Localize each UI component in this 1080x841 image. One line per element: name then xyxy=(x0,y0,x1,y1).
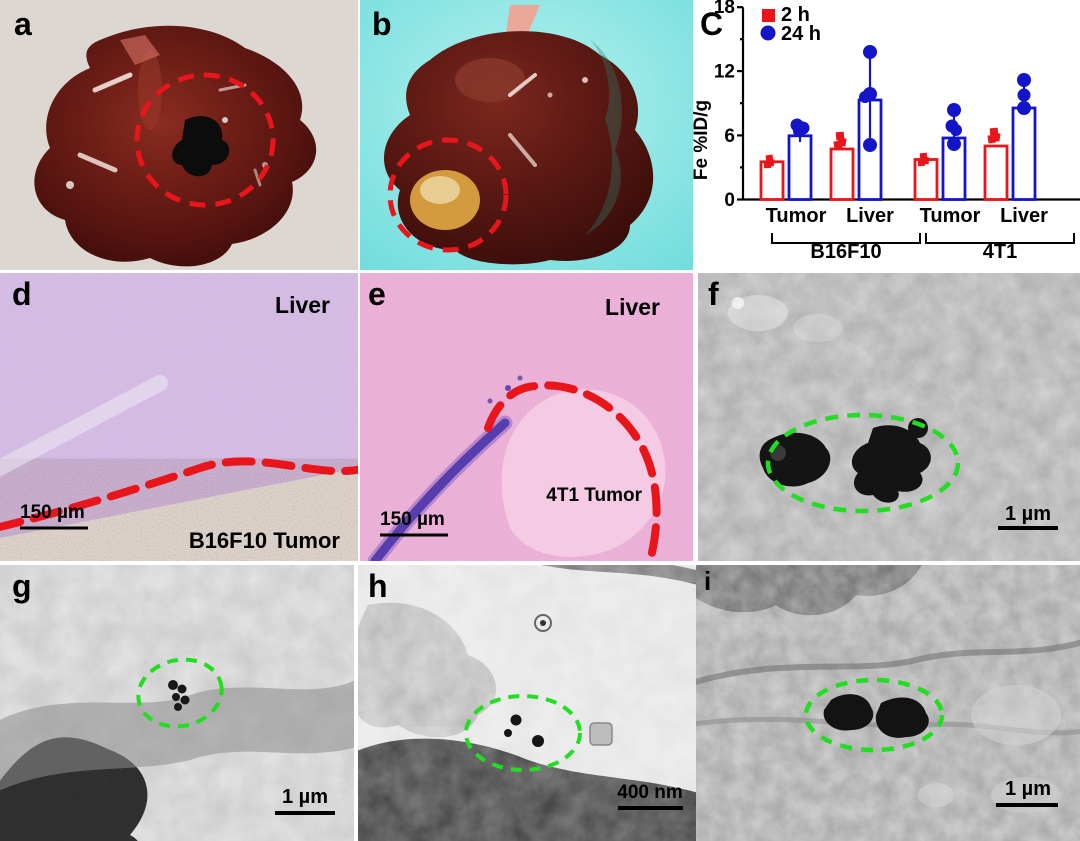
svg-text:1 µm: 1 µm xyxy=(1005,503,1051,525)
svg-text:0: 0 xyxy=(724,190,735,211)
svg-text:Liver: Liver xyxy=(846,205,894,227)
svg-text:1 µm: 1 µm xyxy=(1005,778,1051,800)
svg-text:6: 6 xyxy=(724,126,735,147)
svg-text:Liver: Liver xyxy=(1000,205,1048,227)
svg-text:150 µm: 150 µm xyxy=(20,502,85,523)
svg-text:Tumor: Tumor xyxy=(920,205,981,227)
svg-text:Liver: Liver xyxy=(275,292,330,318)
svg-text:24 h: 24 h xyxy=(781,23,821,45)
svg-text:B16F10: B16F10 xyxy=(810,241,881,263)
svg-text:150 µm: 150 µm xyxy=(380,509,445,530)
svg-text:Tumor: Tumor xyxy=(766,205,827,227)
svg-text:4T1: 4T1 xyxy=(983,241,1017,263)
svg-text:400 nm: 400 nm xyxy=(617,782,682,803)
svg-text:1 µm: 1 µm xyxy=(282,786,328,808)
svg-text:Liver: Liver xyxy=(605,294,660,320)
svg-text:12: 12 xyxy=(714,62,735,83)
svg-text:Fe %ID/g: Fe %ID/g xyxy=(693,100,712,180)
svg-text:4T1 Tumor: 4T1 Tumor xyxy=(546,485,642,506)
svg-text:B16F10 Tumor: B16F10 Tumor xyxy=(189,528,341,553)
